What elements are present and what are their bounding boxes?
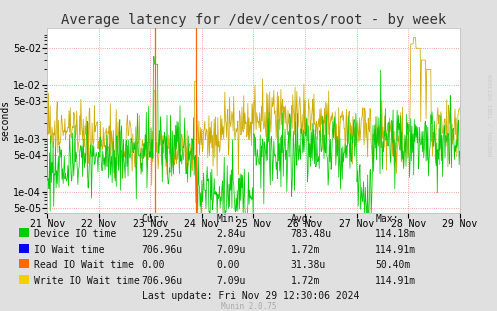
Text: 129.25u: 129.25u — [142, 229, 183, 239]
Text: 50.40m: 50.40m — [375, 260, 411, 270]
Text: 706.96u: 706.96u — [142, 245, 183, 255]
Text: 2.84u: 2.84u — [216, 229, 246, 239]
Text: Device IO time: Device IO time — [34, 229, 116, 239]
Title: Average latency for /dev/centos/root - by week: Average latency for /dev/centos/root - b… — [61, 13, 446, 27]
Text: 1.72m: 1.72m — [291, 245, 320, 255]
Text: 0.00: 0.00 — [142, 260, 165, 270]
Text: Read IO Wait time: Read IO Wait time — [34, 260, 134, 270]
Text: Avg:: Avg: — [291, 214, 314, 224]
Text: 7.09u: 7.09u — [216, 245, 246, 255]
Text: 706.96u: 706.96u — [142, 276, 183, 286]
Text: Max:: Max: — [375, 214, 399, 224]
Text: 114.18m: 114.18m — [375, 229, 416, 239]
Text: 114.91m: 114.91m — [375, 276, 416, 286]
Text: 7.09u: 7.09u — [216, 276, 246, 286]
Text: Munin 2.0.75: Munin 2.0.75 — [221, 302, 276, 311]
Text: IO Wait time: IO Wait time — [34, 245, 104, 255]
Text: RRDTOOL / TOBI OETIKER: RRDTOOL / TOBI OETIKER — [489, 74, 494, 156]
Y-axis label: seconds: seconds — [0, 100, 10, 141]
Text: Last update: Fri Nov 29 12:30:06 2024: Last update: Fri Nov 29 12:30:06 2024 — [142, 291, 359, 301]
Text: 0.00: 0.00 — [216, 260, 240, 270]
Text: Write IO Wait time: Write IO Wait time — [34, 276, 140, 286]
Text: 114.91m: 114.91m — [375, 245, 416, 255]
Text: 783.48u: 783.48u — [291, 229, 332, 239]
Text: Cur:: Cur: — [142, 214, 165, 224]
Text: Min:: Min: — [216, 214, 240, 224]
Text: 31.38u: 31.38u — [291, 260, 326, 270]
Text: 1.72m: 1.72m — [291, 276, 320, 286]
